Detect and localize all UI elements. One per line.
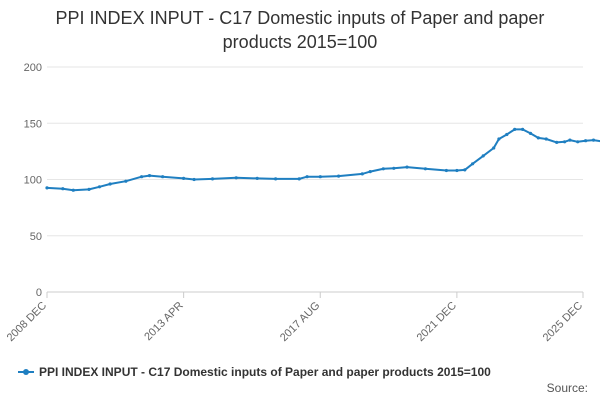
data-point	[513, 127, 517, 131]
x-tick-label: 2017 AUG	[278, 300, 322, 344]
data-point	[455, 168, 459, 173]
data-point	[182, 176, 186, 180]
data-point	[536, 136, 540, 140]
legend-label: PPI INDEX INPUT - C17 Domestic inputs of…	[39, 365, 491, 379]
data-point	[337, 174, 341, 178]
data-point	[274, 177, 278, 181]
data-point	[192, 177, 196, 182]
data-point	[497, 137, 501, 141]
data-point	[584, 139, 588, 143]
y-axis-labels: 0 50 100 150 200	[24, 62, 42, 299]
data-point	[481, 154, 485, 158]
data-point	[97, 185, 102, 189]
x-tick-label: 2021 DEC	[415, 300, 459, 344]
data-point	[234, 176, 238, 180]
data-point	[61, 187, 65, 191]
data-point	[471, 162, 475, 166]
series-line	[46, 128, 600, 192]
data-point	[505, 132, 509, 137]
data-point	[108, 182, 112, 186]
data-point	[71, 188, 75, 192]
data-point	[521, 127, 525, 131]
grid-lines	[47, 66, 583, 293]
data-point	[210, 177, 215, 181]
data-point	[568, 138, 572, 142]
source-label: Source:	[546, 381, 588, 395]
data-point	[528, 131, 533, 135]
legend[interactable]: PPI INDEX INPUT - C17 Domestic inputs of…	[18, 362, 491, 382]
y-tick-label: 100	[24, 175, 42, 187]
y-tick-label: 150	[24, 118, 42, 130]
data-point	[423, 167, 427, 171]
data-point	[87, 187, 91, 191]
data-point	[492, 146, 496, 150]
y-tick-label: 50	[30, 231, 42, 243]
data-point	[305, 175, 309, 179]
data-point	[555, 140, 559, 144]
data-point	[544, 137, 548, 141]
data-point	[368, 170, 372, 174]
x-tick-label: 2025 DEC	[541, 300, 585, 344]
data-point	[591, 138, 596, 142]
data-point	[161, 175, 165, 179]
data-point	[392, 166, 396, 170]
chart-title: PPI INDEX INPUT - C17 Domestic inputs of…	[55, 8, 545, 52]
data-point	[463, 168, 467, 172]
data-point	[360, 172, 364, 176]
legend-swatch-icon	[18, 367, 34, 377]
data-point	[147, 174, 152, 178]
data-point	[563, 140, 567, 144]
y-tick-label: 200	[24, 62, 42, 74]
data-point	[405, 165, 409, 169]
series-layer	[45, 127, 600, 192]
data-point	[297, 177, 301, 181]
data-point	[444, 168, 448, 173]
data-point	[140, 175, 144, 179]
data-point	[576, 140, 580, 144]
data-point	[318, 175, 322, 179]
data-point	[381, 167, 385, 171]
x-tick-label: 2013 APR	[142, 300, 186, 344]
data-point	[45, 186, 49, 190]
x-axis: 2008 DEC 2013 APR 2017 AUG 2021 DEC 2025 DEC	[5, 291, 585, 344]
x-tick-label: 2008 DEC	[5, 300, 49, 344]
y-tick-label: 0	[36, 287, 42, 299]
data-point	[255, 176, 259, 180]
data-point	[124, 179, 128, 183]
